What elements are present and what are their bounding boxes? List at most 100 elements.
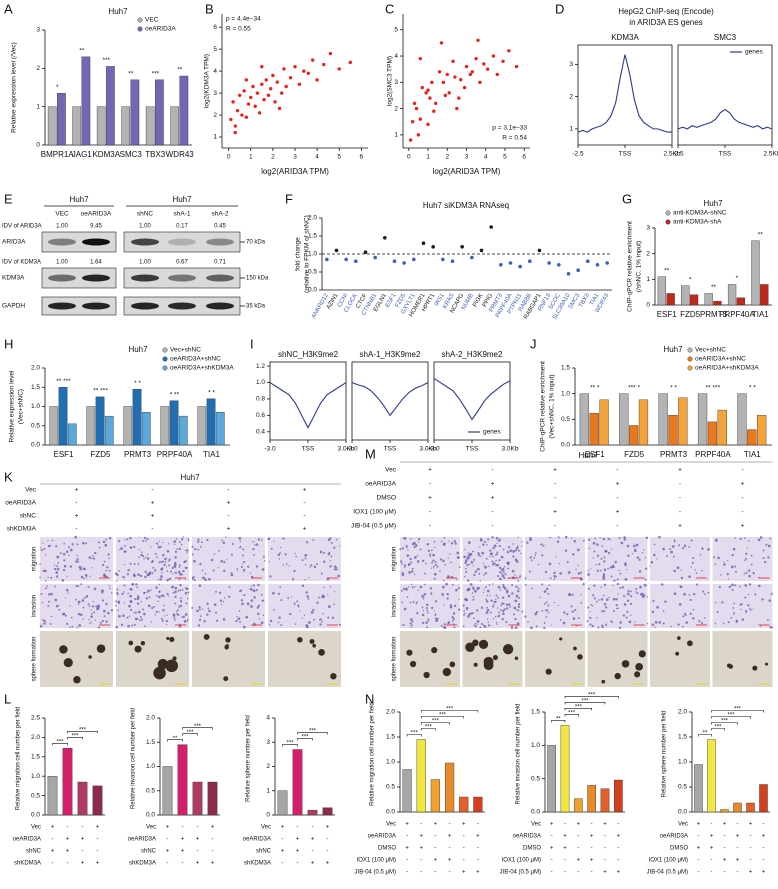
- cell: [230, 572, 233, 574]
- cell: [490, 599, 493, 602]
- cell: [416, 612, 419, 615]
- point: [439, 41, 444, 45]
- cell: [147, 589, 150, 593]
- bar: [106, 66, 115, 146]
- size-label: 150 kDa: [246, 276, 269, 282]
- cell: [108, 536, 112, 540]
- condition-sign: -: [679, 509, 681, 516]
- cell: [133, 545, 136, 548]
- cell: [487, 621, 490, 623]
- cell: [260, 539, 263, 541]
- cell: [745, 571, 748, 574]
- cell: [673, 540, 676, 543]
- cell: [495, 598, 497, 600]
- point: [441, 80, 446, 85]
- cell: [503, 587, 507, 590]
- cell: [691, 557, 694, 559]
- cell: [496, 542, 498, 544]
- cell: [184, 613, 188, 616]
- cell: [172, 591, 174, 594]
- cell: [635, 591, 637, 593]
- significance: ***: [301, 735, 309, 741]
- y-tick-label: 2.0: [31, 734, 40, 741]
- cell: [576, 548, 580, 552]
- condition-label: JIB-04 (0.5 μM): [647, 870, 688, 876]
- cell: [595, 564, 597, 566]
- cell: [423, 572, 426, 575]
- cell: [504, 573, 507, 576]
- sphere: [492, 655, 499, 661]
- bar: [96, 106, 106, 146]
- y-tick-label: 3: [36, 27, 40, 34]
- cell: [656, 605, 659, 609]
- cell: [516, 545, 519, 547]
- image-row-label: sphere formation: [392, 636, 398, 681]
- cell: [443, 537, 446, 539]
- cell: [67, 592, 69, 595]
- cell: [530, 559, 533, 562]
- cell: [490, 552, 493, 556]
- bar: [628, 425, 639, 446]
- cell: [191, 577, 194, 581]
- cell: [196, 609, 199, 613]
- cell: [616, 607, 618, 610]
- cell: [469, 583, 473, 586]
- cell: [508, 603, 511, 606]
- condition-label: oeARID3A: [660, 834, 688, 840]
- cell: [682, 615, 685, 618]
- cell: [482, 591, 485, 594]
- cell: [601, 545, 604, 547]
- cell: [528, 536, 532, 539]
- condition-label: IOX1 (100 μM): [357, 858, 396, 864]
- point: [297, 82, 302, 86]
- condition-sign: -: [434, 870, 436, 876]
- significance: * *: [134, 380, 141, 387]
- condition-label: DMSO: [670, 846, 688, 852]
- facet-title: shNC_H3K9me2: [278, 350, 339, 359]
- bar: [206, 398, 216, 446]
- annotation: R = 0.54: [502, 135, 527, 142]
- cell: [141, 608, 144, 611]
- cell: [179, 589, 182, 592]
- bar: [81, 56, 91, 146]
- sphere: [472, 639, 479, 647]
- condition-sign: -: [327, 849, 329, 855]
- cell: [57, 561, 60, 564]
- cell: [311, 612, 313, 614]
- cell: [615, 561, 617, 563]
- cell: [449, 553, 451, 555]
- sphere: [483, 660, 494, 671]
- cell: [416, 554, 419, 557]
- y-tick-label: 0.5: [31, 792, 40, 799]
- condition-sign: -: [763, 858, 765, 864]
- cell: [600, 586, 602, 588]
- x-tick-label: FZD5: [624, 450, 645, 459]
- cell: [75, 560, 78, 563]
- cell: [158, 561, 161, 564]
- cell: [513, 613, 516, 616]
- condition-label: oeARID3A: [5, 500, 36, 507]
- cell: [493, 603, 495, 605]
- panel-label: N: [365, 691, 374, 706]
- cell: [108, 584, 111, 587]
- cell: [116, 588, 119, 591]
- point: [412, 257, 416, 262]
- cell: [616, 582, 620, 586]
- cell: [426, 542, 429, 546]
- image-row-label: sphere formation: [32, 636, 38, 681]
- sphere: [406, 649, 413, 656]
- point: [489, 225, 493, 229]
- cell: [116, 573, 119, 577]
- significance-bracket: [564, 702, 606, 705]
- cell: [624, 563, 627, 566]
- cell: [443, 604, 445, 606]
- cell: [277, 592, 281, 595]
- cell: [421, 621, 425, 624]
- cell: [253, 554, 256, 556]
- condition-sign: -: [741, 509, 743, 516]
- cell: [683, 612, 687, 615]
- cell: [306, 541, 309, 544]
- cell: [413, 545, 416, 549]
- cell: [728, 585, 732, 589]
- cell: [454, 542, 457, 545]
